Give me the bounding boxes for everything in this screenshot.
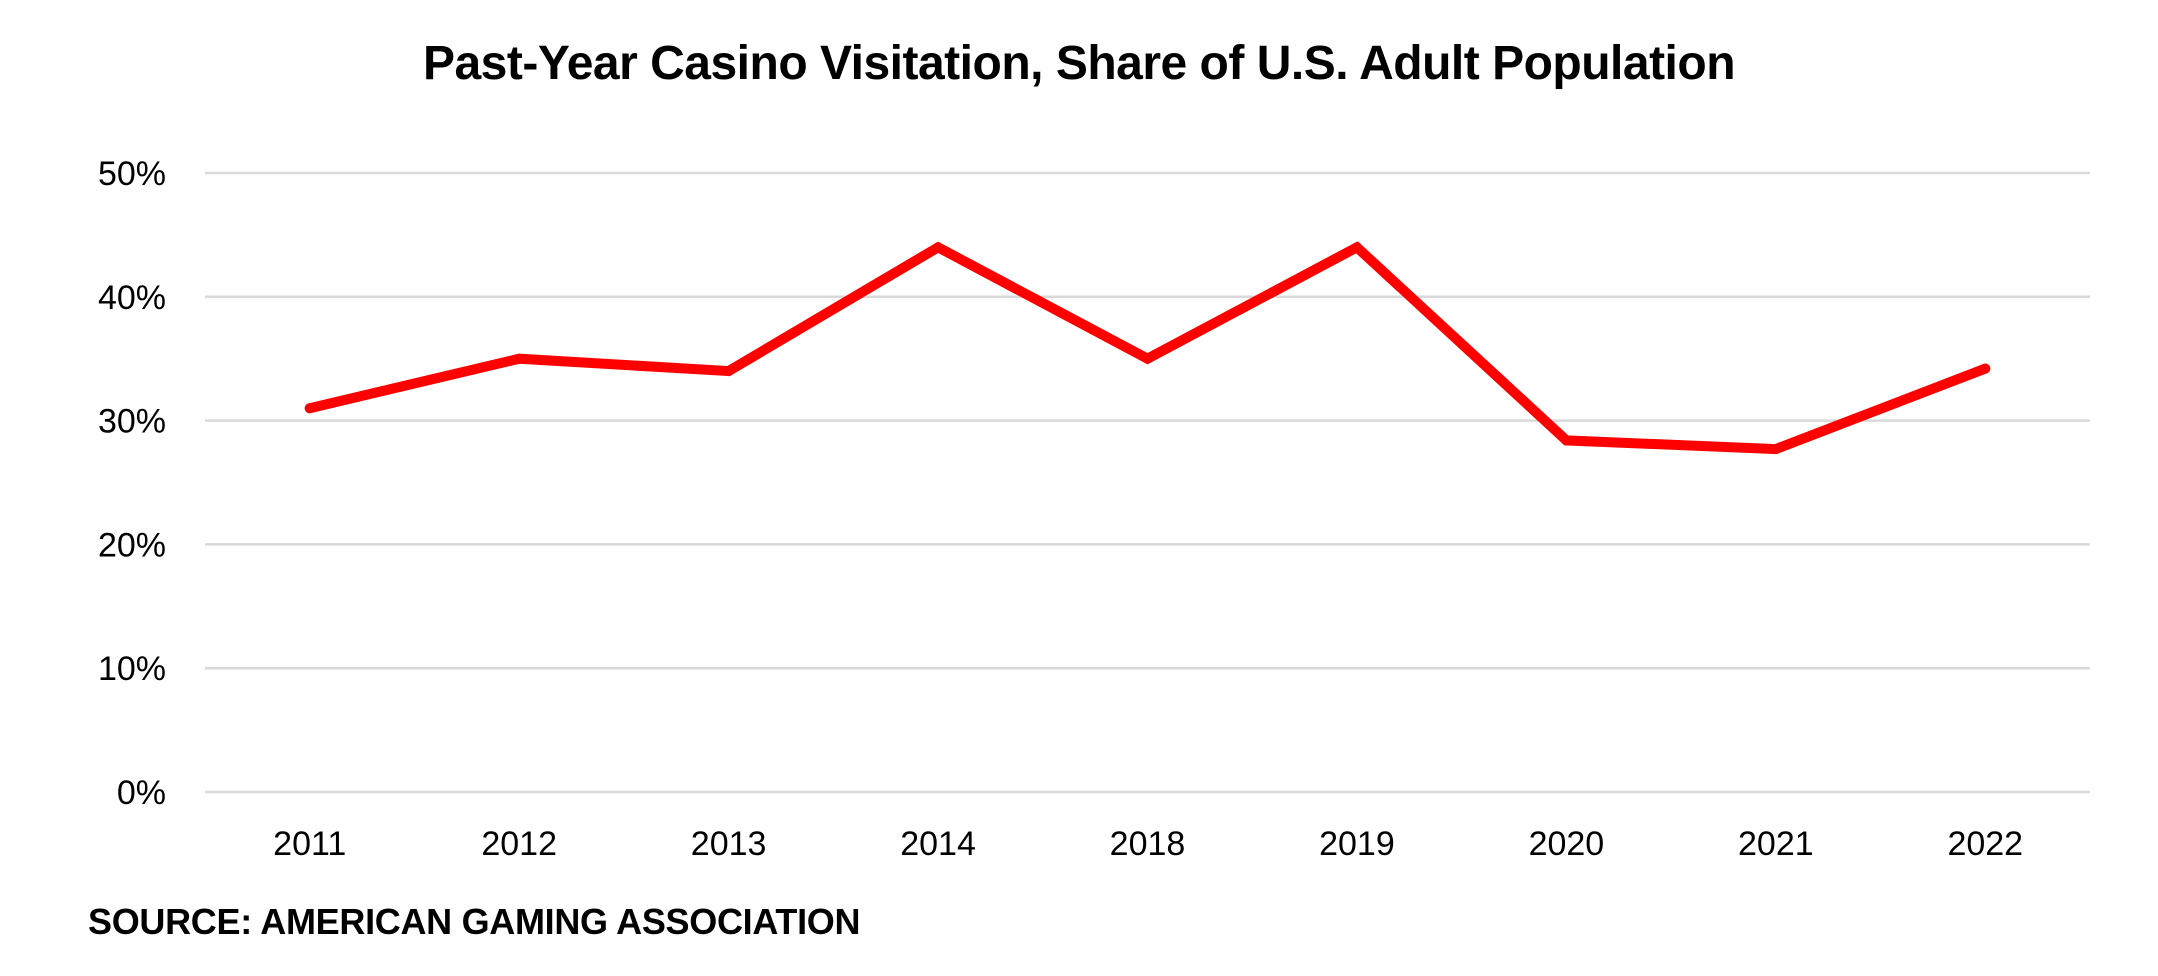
x-axis-ticks: 2011 2012 2013 2014 2018 2019 2020 2021 2022 (273, 825, 2023, 863)
x-tick-label: 2019 (1319, 825, 1395, 863)
data-point (1770, 444, 1781, 455)
x-tick-label: 2013 (691, 825, 767, 863)
x-tick-label: 2014 (900, 825, 976, 863)
data-point (1561, 435, 1572, 446)
x-tick-label: 2022 (1947, 825, 2023, 863)
gridlines (205, 171, 2090, 794)
data-point (933, 242, 944, 253)
x-tick-label: 2018 (1110, 825, 1186, 863)
data-point (723, 366, 734, 377)
y-tick-label: 30% (98, 403, 166, 441)
series-layer (304, 241, 1991, 455)
y-tick-label: 0% (117, 774, 166, 812)
data-point (1351, 242, 1362, 253)
x-tick-label: 2020 (1529, 825, 1605, 863)
data-point (514, 353, 525, 364)
x-tick-label: 2021 (1738, 825, 1814, 863)
y-tick-label: 10% (98, 650, 166, 688)
x-tick-label: 2012 (481, 825, 557, 863)
data-point (1980, 363, 1991, 374)
source-note: SOURCE: AMERICAN GAMING ASSOCIATION (88, 901, 861, 942)
chart-title: Past-Year Casino Visitation, Share of U.… (422, 37, 1736, 90)
y-axis-ticks: 0% 10% 20% 30% 40% 50% (98, 155, 166, 812)
data-point (1142, 353, 1153, 364)
data-point (304, 403, 315, 414)
y-tick-label: 40% (98, 279, 166, 317)
x-tick-label: 2011 (273, 825, 346, 863)
y-tick-label: 20% (98, 526, 166, 564)
series-line (304, 241, 1991, 455)
y-tick-label: 50% (98, 155, 166, 193)
